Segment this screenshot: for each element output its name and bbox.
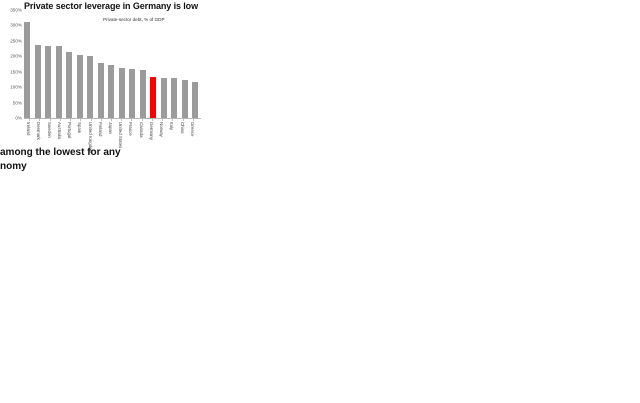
x-axis-tick-label: Canada <box>138 122 144 138</box>
x-axis-tick-label: Italy <box>169 122 175 131</box>
x-axis-tick <box>182 118 184 121</box>
bar-slot <box>181 10 188 118</box>
x-axis-tick <box>111 118 112 121</box>
x-axis-tick <box>141 118 143 121</box>
x-axis-tick-label: Germany <box>148 122 154 141</box>
bar <box>97 63 104 118</box>
x-axis-tick <box>49 118 51 121</box>
x-axis-tick-label: Ireland <box>26 122 32 136</box>
body-line-1: among the lowest for any <box>0 147 121 158</box>
y-axis-tick-label: 100% <box>10 84 22 90</box>
y-axis-tick-label: 300% <box>10 22 22 28</box>
x-axis-tick <box>59 118 61 121</box>
x-axis-tick-label: France <box>128 122 134 136</box>
y-axis-tick-label: 250% <box>10 38 22 44</box>
bar <box>171 77 177 118</box>
bar <box>118 68 125 118</box>
bar-slot <box>45 10 51 118</box>
x-axis-tick <box>151 118 153 121</box>
bar-slot <box>76 10 83 118</box>
x-axis-tick <box>121 118 123 121</box>
x-axis-tick <box>162 118 164 121</box>
x-axis-tick <box>29 118 31 121</box>
bar-slot <box>192 10 198 118</box>
y-axis-tick-label: 150% <box>10 69 22 75</box>
body-paragraph: among the lowest for any nomy <box>0 146 200 174</box>
bar <box>87 55 93 118</box>
x-axis-tick-label: United States <box>118 122 124 149</box>
bar-series <box>24 10 198 118</box>
bar <box>139 69 146 118</box>
bar-slot <box>171 10 177 118</box>
body-line-2: nomy <box>0 161 27 172</box>
x-axis-tick-label: Portugal <box>67 122 73 139</box>
bar-slot <box>160 10 167 118</box>
bar-slot <box>34 10 41 118</box>
bar <box>76 54 83 118</box>
bar <box>192 82 198 118</box>
chart-title: Private sector leverage in Germany is lo… <box>24 1 198 11</box>
bar-slot <box>108 10 114 118</box>
x-axis-tick <box>172 118 174 121</box>
y-axis-tick-label: 0% <box>15 115 22 121</box>
x-axis-tick <box>80 118 82 121</box>
bar-slot <box>150 10 156 118</box>
x-axis-tick <box>90 118 92 121</box>
x-axis-tick <box>100 118 102 121</box>
bar <box>24 22 30 118</box>
x-axis-tick-label: Japan <box>108 122 113 134</box>
bar <box>181 79 188 118</box>
bar-highlighted <box>150 77 156 118</box>
x-axis-tick <box>192 118 194 121</box>
bar <box>160 77 167 118</box>
bar-slot <box>66 10 72 118</box>
x-axis-tick <box>39 118 41 121</box>
x-axis-tick-label: Finland <box>97 122 103 137</box>
x-axis-tick-label: Denmark <box>36 122 42 140</box>
x-axis-tick-label: Sweden <box>46 122 52 138</box>
plot-area: 0% 50% 100% 150% 200% 250% 300% 350% Ireland Den… <box>10 8 201 153</box>
chart-subtitle: Private-sector debt, % of GDP <box>103 17 165 22</box>
x-axis-tick-label: China <box>179 122 185 134</box>
x-axis-line <box>24 118 201 119</box>
chart-card: Private sector leverage in Germany is lo… <box>0 0 210 153</box>
bar <box>45 46 51 118</box>
y-axis-tick-label: 50% <box>12 100 22 106</box>
x-axis-tick-label: Spain <box>77 122 83 134</box>
y-axis-tick-label: 200% <box>10 53 22 59</box>
bar-slot <box>118 10 125 118</box>
bar-slot <box>24 10 30 118</box>
x-axis-tick <box>70 118 72 121</box>
bar <box>34 44 41 118</box>
bar <box>66 51 72 118</box>
bar-slot <box>129 10 135 118</box>
y-axis-tick-label: 350% <box>10 7 22 13</box>
bar-slot <box>87 10 93 118</box>
x-axis-tick <box>131 118 133 121</box>
bar-slot <box>97 10 104 118</box>
x-axis-tick-label: Norway <box>159 122 165 137</box>
bar-slot <box>55 10 62 118</box>
x-axis-tick-label: Australia <box>56 122 62 140</box>
bar <box>108 64 114 118</box>
bar-slot <box>139 10 146 118</box>
bar <box>129 68 135 118</box>
x-axis-tick-label: Greece <box>189 122 195 137</box>
bar <box>55 46 62 118</box>
